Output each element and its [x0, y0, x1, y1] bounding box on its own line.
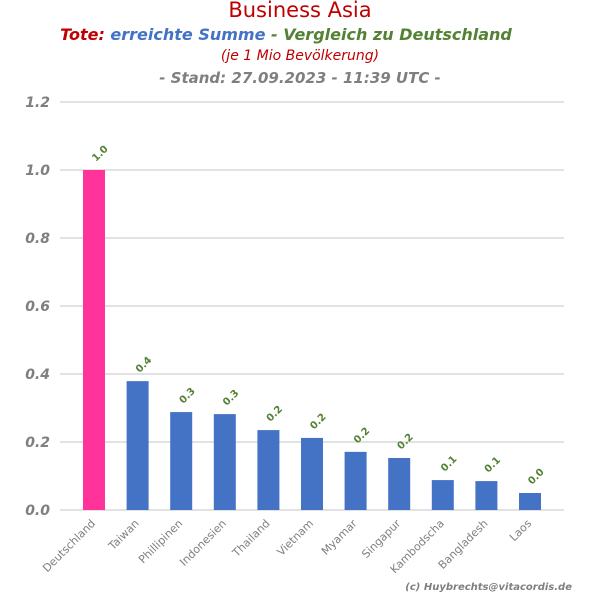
data-label: 0.2	[352, 426, 372, 446]
bar-vietnam	[301, 437, 323, 510]
bar-laos	[519, 493, 541, 510]
x-tick-label: Vietnam	[275, 517, 317, 559]
bar-phillipinen	[170, 412, 193, 510]
x-tick-label: Laos	[507, 517, 534, 544]
chart-title: Business Asia	[228, 0, 372, 22]
y-tick-label: 0.6	[25, 299, 50, 315]
data-label: 0.1	[483, 455, 503, 475]
data-label: 0.1	[439, 454, 459, 474]
chart-subtitle: Tote: erreichte Summe - Vergleich zu Deu…	[0, 25, 572, 44]
bar-myamar	[344, 451, 367, 510]
data-label: 0.2	[396, 432, 416, 452]
data-label: 0.2	[308, 412, 328, 432]
bar-thailand	[257, 430, 280, 510]
bar-bangladesh	[475, 481, 498, 510]
subtitle-part-a: Tote:	[60, 25, 105, 44]
bar-singapur	[388, 457, 411, 510]
bar-taiwan	[126, 381, 149, 510]
subtitle-part-b: erreichte Summe	[110, 25, 266, 44]
data-label: 0.3	[221, 388, 241, 408]
x-tick-label: Myamar	[319, 517, 360, 558]
subtitle-part-c: - Vergleich zu Deutschland	[265, 25, 512, 44]
y-tick-label: 0.4	[25, 367, 50, 383]
y-tick-label: 0.2	[25, 435, 50, 451]
y-tick-label: 0.8	[25, 231, 50, 247]
bar-kambodscha	[431, 480, 454, 510]
chart-subtitle-2: (je 1 Mio Bevölkerung)	[220, 48, 380, 64]
x-tick-label: Deutschland	[40, 517, 98, 575]
x-tick-label: Thailand	[229, 517, 272, 560]
chart-subtitle-3: - Stand: 27.09.2023 - 11:39 UTC -	[159, 69, 441, 87]
x-tick-label: Singapur	[359, 517, 403, 561]
y-tick-label: 0.0	[25, 503, 50, 519]
x-tick-label: Indonesien	[177, 517, 229, 569]
data-label: 0.0	[526, 467, 546, 487]
data-label: 0.4	[134, 355, 154, 375]
data-label: 0.2	[265, 404, 285, 424]
y-tick-label: 1.2	[25, 95, 50, 111]
data-label: 1.0	[90, 144, 110, 164]
credit: (c) Huybrechts@vitacordis.de	[405, 582, 572, 593]
bar-deutschland	[83, 170, 105, 510]
bar-indonesien	[213, 414, 236, 510]
x-tick-label: Taiwan	[105, 517, 141, 553]
y-tick-label: 1.0	[25, 163, 50, 179]
data-label: 0.3	[178, 386, 198, 406]
